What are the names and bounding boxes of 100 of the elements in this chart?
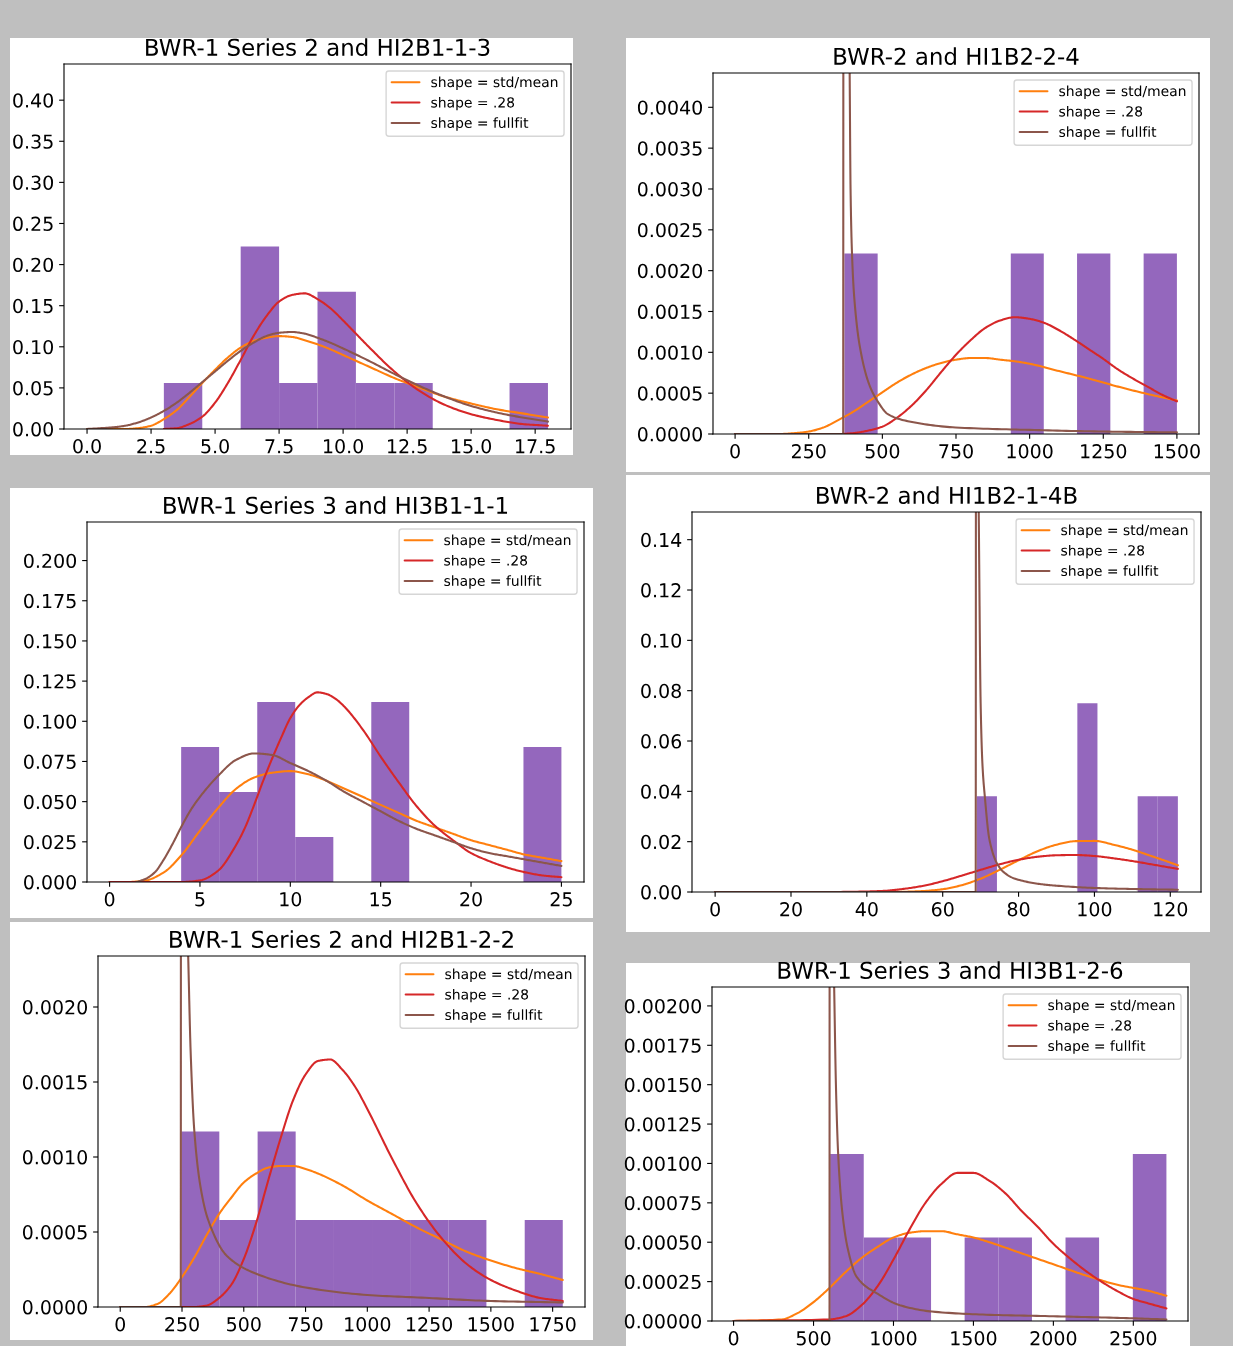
x-tick-label: 100: [1078, 902, 1112, 917]
y-tick-label: 0.125: [24, 674, 76, 689]
legend-label: shape = fullfit: [1048, 1040, 1146, 1054]
y-tick-label: 0.200: [24, 553, 77, 569]
x-tick-label: 1000: [871, 1331, 917, 1346]
y-tick-label: 0.10: [13, 339, 54, 355]
x-tick-label: 10: [280, 892, 302, 907]
y-tick-label: 0.075: [24, 754, 76, 769]
x-tick-label: 750: [288, 1317, 323, 1332]
x-tick-label: 40: [855, 902, 878, 917]
y-tick-label: 0.0015: [637, 304, 702, 319]
chart-title: BWR-1 Series 3 and HI3B1-2-6: [778, 961, 1123, 979]
x-tick-label: 12.5: [388, 439, 427, 454]
y-tick-label: 0.00075: [624, 1195, 701, 1211]
y-tick-label: 0.05: [13, 381, 53, 396]
x-tick-label: 1250: [406, 1317, 453, 1332]
x-tick-label: 5: [195, 892, 205, 907]
y-tick-label: 0.04: [641, 784, 682, 799]
legend-label: shape = std/mean: [1059, 85, 1186, 99]
x-tick-label: 0: [730, 444, 740, 459]
x-tick-label: 1500: [468, 1317, 514, 1332]
y-tick-label: 0.100: [24, 714, 77, 729]
x-tick-label: 20: [780, 902, 802, 917]
x-tick-label: 2.5: [137, 439, 165, 454]
chart-title: BWR-1 Series 3 and HI3B1-1-1: [164, 496, 508, 514]
y-tick-label: 0.20: [13, 257, 54, 273]
legend-label: shape = .28: [1059, 105, 1143, 120]
x-tick-label: 5.0: [201, 439, 229, 454]
legend-label: shape = std/mean: [445, 968, 572, 982]
y-tick-label: 0.02: [641, 834, 681, 850]
y-tick-label: 0.0035: [637, 141, 702, 156]
x-tick-label: 1750: [530, 1317, 576, 1332]
legend-label: shape = fullfit: [445, 1009, 543, 1023]
x-tick-label: 17.5: [516, 439, 555, 454]
legend-label: shape = fullfit: [431, 117, 529, 131]
legend-label: shape = .28: [1048, 1019, 1132, 1034]
x-tick-label: 0.0: [73, 439, 101, 454]
x-tick-label: 0: [710, 902, 720, 917]
y-tick-label: 0.0020: [22, 1000, 88, 1015]
legend-label: shape = std/mean: [1061, 524, 1188, 538]
x-tick-label: 2000: [1030, 1331, 1077, 1346]
y-tick-label: 0.0010: [637, 345, 703, 360]
y-tick-label: 0.050: [24, 794, 77, 810]
legend-label: shape = .28: [444, 554, 528, 569]
y-tick-label: 0.0005: [22, 1225, 87, 1240]
y-tick-label: 0.00200: [624, 999, 702, 1014]
y-tick-label: 0.00: [641, 885, 682, 900]
y-tick-label: 0.0040: [637, 100, 703, 115]
x-tick-label: 1000: [1007, 444, 1053, 459]
x-tick-label: 0: [728, 1331, 739, 1346]
legend-label: shape = .28: [1061, 544, 1145, 559]
y-tick-label: 0.14: [641, 532, 682, 548]
y-tick-label: 0.15: [13, 298, 53, 314]
legend-label: shape = .28: [431, 96, 515, 111]
y-tick-label: 0.00150: [624, 1077, 702, 1093]
chart-title: BWR-1 Series 2 and HI2B1-2-2: [170, 930, 513, 948]
x-tick-label: 15: [370, 892, 392, 907]
y-tick-label: 0.00175: [624, 1038, 701, 1053]
y-tick-label: 0.0025: [637, 222, 702, 238]
legend-label: shape = std/mean: [444, 534, 571, 548]
x-tick-label: 80: [1007, 902, 1030, 917]
y-tick-label: 0.0030: [637, 182, 703, 197]
x-tick-label: 120: [1154, 902, 1188, 917]
x-tick-label: 250: [791, 444, 826, 459]
y-tick-label: 0.40: [13, 93, 54, 108]
legend-label: shape = .28: [445, 988, 529, 1003]
legend-label: shape = std/mean: [431, 76, 558, 90]
legend-label: shape = fullfit: [1059, 126, 1157, 140]
x-tick-label: 750: [939, 444, 973, 459]
y-tick-label: 0.00100: [624, 1156, 702, 1171]
legend-label: shape = fullfit: [1061, 565, 1159, 579]
y-tick-label: 0.00025: [624, 1274, 701, 1290]
x-tick-label: 500: [796, 1331, 831, 1346]
y-tick-label: 0.0010: [22, 1150, 88, 1165]
x-tick-label: 10.0: [324, 439, 364, 454]
chart-title: BWR-2 and HI1B2-1-4B: [817, 486, 1077, 504]
legend-label: shape = fullfit: [444, 575, 542, 589]
x-tick-label: 500: [865, 444, 900, 459]
chart-title: BWR-1 Series 2 and HI2B1-1-3: [146, 38, 490, 56]
x-tick-label: 1250: [1081, 444, 1127, 459]
x-tick-label: 0: [115, 1317, 126, 1332]
y-tick-label: 0.00125: [624, 1117, 701, 1132]
y-tick-label: 0.10: [641, 633, 682, 648]
y-tick-label: 0.0015: [22, 1075, 87, 1090]
y-tick-label: 0.35: [13, 134, 53, 149]
y-tick-label: 0.08: [641, 683, 681, 699]
x-tick-label: 60: [931, 902, 954, 917]
x-tick-label: 2500: [1110, 1331, 1157, 1346]
y-tick-label: 0.00000: [624, 1314, 702, 1329]
y-tick-label: 0.25: [13, 216, 53, 231]
y-tick-label: 0.025: [24, 834, 76, 850]
y-tick-label: 0.00050: [624, 1235, 702, 1250]
chart-title: BWR-2 and HI1B2-2-4: [834, 47, 1079, 65]
x-tick-label: 7.5: [265, 439, 293, 454]
y-tick-label: 0.0005: [637, 386, 702, 401]
y-tick-label: 0.0020: [637, 263, 703, 279]
x-tick-label: 1000: [345, 1317, 391, 1332]
y-tick-label: 0.0000: [22, 1300, 88, 1315]
y-tick-label: 0.06: [641, 734, 682, 749]
y-tick-label: 0.175: [24, 593, 76, 609]
